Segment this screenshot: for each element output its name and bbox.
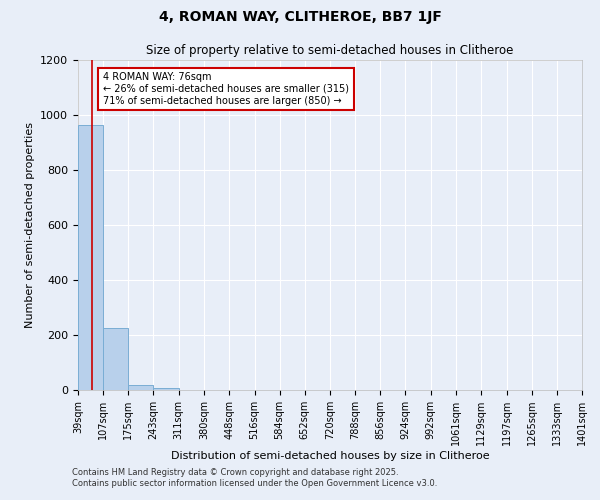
Bar bbox=[154, 388, 179, 390]
X-axis label: Distribution of semi-detached houses by size in Clitheroe: Distribution of semi-detached houses by … bbox=[170, 451, 490, 461]
Bar bbox=[128, 384, 154, 390]
Text: 4, ROMAN WAY, CLITHEROE, BB7 1JF: 4, ROMAN WAY, CLITHEROE, BB7 1JF bbox=[158, 10, 442, 24]
Bar bbox=[103, 328, 128, 390]
Y-axis label: Number of semi-detached properties: Number of semi-detached properties bbox=[25, 122, 35, 328]
Text: Contains HM Land Registry data © Crown copyright and database right 2025.
Contai: Contains HM Land Registry data © Crown c… bbox=[72, 468, 437, 487]
Bar bbox=[78, 124, 103, 390]
Title: Size of property relative to semi-detached houses in Clitheroe: Size of property relative to semi-detach… bbox=[146, 44, 514, 58]
Text: 4 ROMAN WAY: 76sqm
← 26% of semi-detached houses are smaller (315)
71% of semi-d: 4 ROMAN WAY: 76sqm ← 26% of semi-detache… bbox=[103, 72, 349, 106]
